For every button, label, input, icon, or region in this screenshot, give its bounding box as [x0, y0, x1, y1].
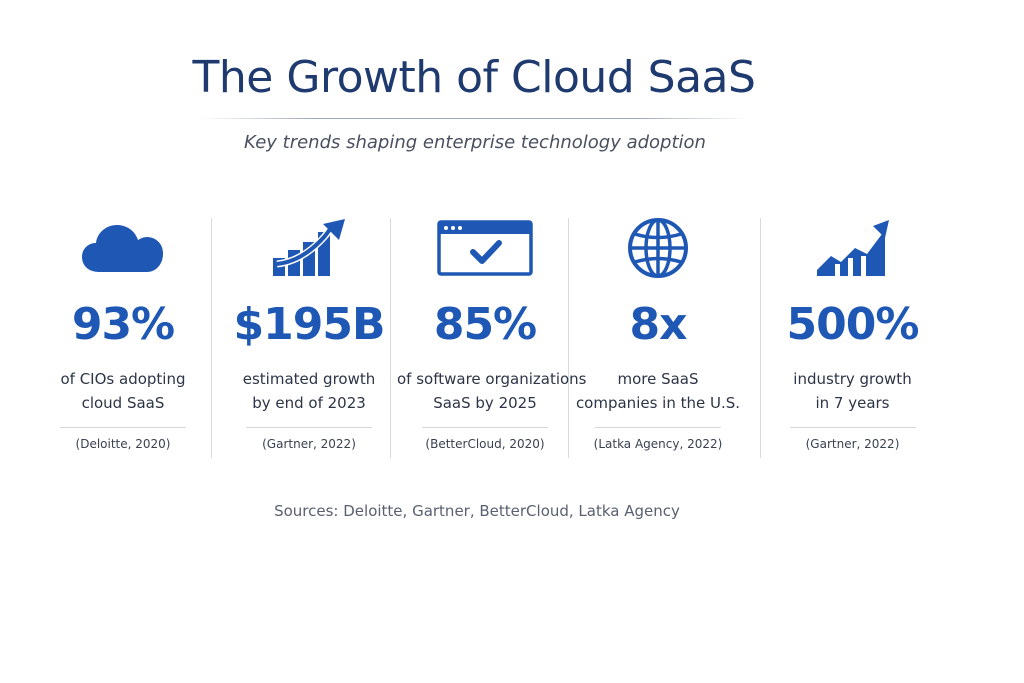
stat-description-line: companies in the U.S. [575, 394, 741, 412]
stat-description: of CIOs adopting cloud SaaS [35, 367, 211, 415]
stat-card: 85% of software organizations SaaS by 20… [397, 215, 587, 460]
stat-description-line: industry growth [793, 370, 912, 388]
sources-footer: Sources: Deloitte, Gartner, BetterCloud,… [274, 502, 680, 520]
growth-area-chart-icon [765, 217, 940, 279]
source-divider [60, 427, 186, 428]
stat-card: 93% of CIOs adopting cloud SaaS (Deloitt… [35, 215, 211, 460]
stat-value: $195B [233, 299, 386, 350]
source-divider [789, 427, 916, 428]
stat-source: (Gartner, 2022) [262, 437, 356, 451]
stat-value: 500% [786, 299, 920, 350]
source-divider [246, 427, 372, 428]
stat-description: industry growth in 7 years [765, 367, 940, 415]
page-subtitle: Key trends shaping enterprise technology… [244, 132, 706, 153]
stat-description-line: more SaaS [617, 370, 699, 388]
column-divider [760, 218, 761, 458]
stat-description-line: cloud SaaS [81, 394, 165, 412]
stat-description-line: by end of 2023 [252, 394, 366, 412]
browser-check-icon [397, 217, 573, 279]
stat-source: (Deloitte, 2020) [75, 437, 171, 451]
stat-source: (Gartner, 2022) [805, 437, 900, 451]
source-divider [422, 427, 548, 428]
stat-source: (Latka Agency, 2022) [593, 437, 723, 451]
stat-value: 93% [71, 299, 175, 350]
stat-description-line: of CIOs adopting [60, 370, 186, 388]
column-divider [568, 218, 569, 458]
growth-bar-chart-icon [221, 217, 397, 279]
stat-card: 8x more SaaS companies in the U.S. (Latk… [573, 215, 743, 460]
stat-description-line: of software organizations [397, 370, 587, 388]
stat-description-line: in 7 years [815, 394, 890, 412]
stat-value: 85% [433, 299, 537, 350]
cloud-icon [35, 217, 211, 279]
title-underline [200, 118, 750, 119]
stat-value: 8x [629, 299, 688, 350]
stat-description-line: estimated growth [242, 370, 376, 388]
column-divider [211, 218, 212, 458]
stat-source: (BetterCloud, 2020) [425, 437, 545, 451]
stats-row: 93% of CIOs adopting cloud SaaS (Deloitt… [35, 215, 955, 460]
column-divider [390, 218, 391, 458]
stat-description: of software organizations SaaS by 2025 [397, 367, 587, 415]
stat-card: $195B estimated growth by end of 2023 (G… [221, 215, 397, 460]
globe-icon [573, 217, 743, 279]
stat-description: estimated growth by end of 2023 [221, 367, 397, 415]
source-divider [595, 427, 721, 428]
stat-description: more SaaS companies in the U.S. [573, 367, 743, 415]
page-title: The Growth of Cloud SaaS [192, 52, 756, 103]
stat-description-line: SaaS by 2025 [433, 394, 537, 412]
stat-card: 500% industry growth in 7 years (Gartner… [765, 215, 940, 460]
